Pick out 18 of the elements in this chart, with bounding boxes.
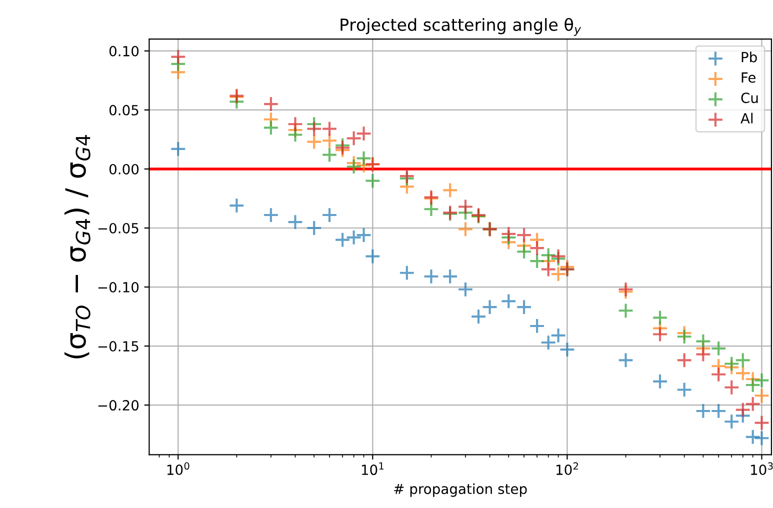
x-tick-label: 10$^{2}$ <box>556 462 578 476</box>
legend-label: Cu <box>741 92 758 104</box>
x-tick-label: 10$^{3}$ <box>751 462 773 476</box>
y-tick-label: 0.00 <box>109 164 139 174</box>
x-tick-label: 10$^{1}$ <box>362 462 384 476</box>
y-tick-label: −0.20 <box>98 400 139 411</box>
y-tick-label: −0.05 <box>98 222 138 234</box>
legend-label: Al <box>740 112 753 124</box>
y-tick-label: −0.15 <box>98 341 138 352</box>
legend-label: Fe <box>742 72 756 83</box>
x-tick-label: 10$^{0}$ <box>167 462 190 476</box>
y-tick-label: 0.05 <box>109 104 138 116</box>
y-axis-title: (σ$_{TO}$ − σ$_{G4}$) / σ$_{G4}$ <box>64 135 90 358</box>
x-axis-title: # propagation step <box>394 483 527 497</box>
y-tick-label: −0.10 <box>98 282 139 292</box>
chart-title: Projected scattering angle θ$_{y}$ <box>340 18 582 36</box>
y-tick-label: 0.10 <box>109 46 139 56</box>
legend-label: Pb <box>742 52 757 62</box>
